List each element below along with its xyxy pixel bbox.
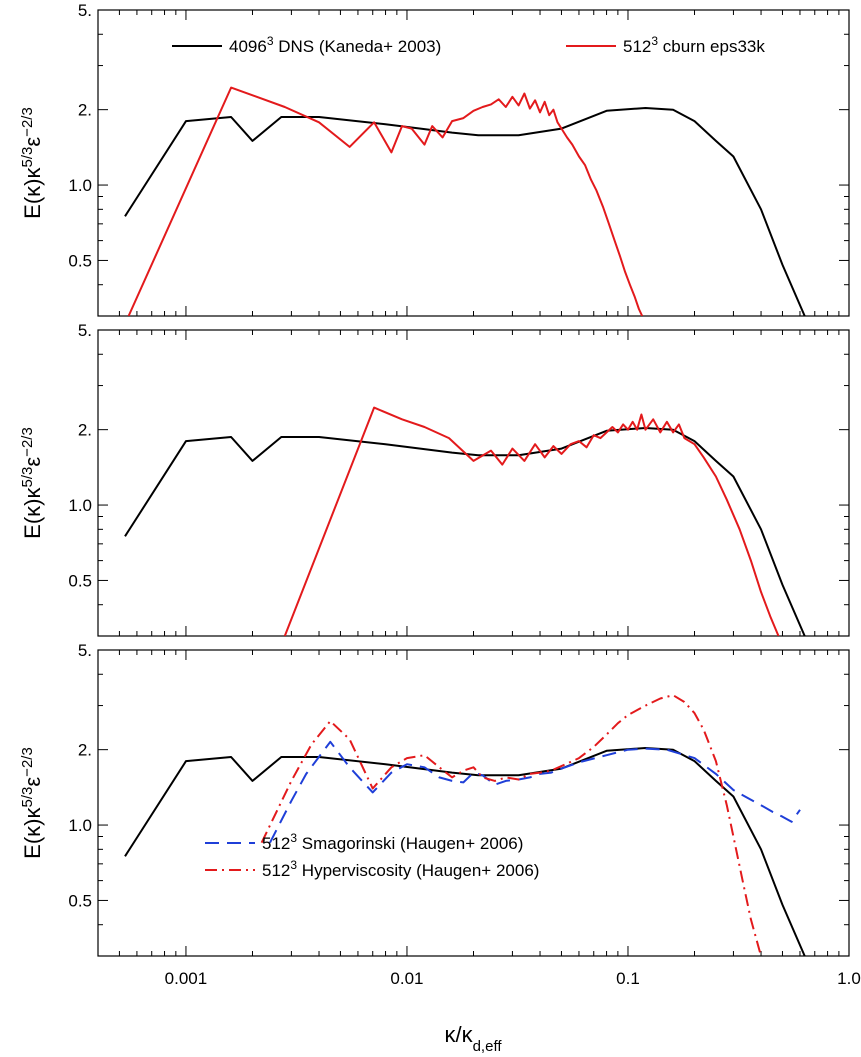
y-tick-label: 1.0 bbox=[68, 176, 92, 195]
y-axis-label: E(κ)κ5/3ε−2/3 bbox=[19, 427, 46, 539]
legend-label-smag: 5123 Smagorinski (Haugen+ 2006) bbox=[262, 831, 523, 853]
y-tick-label: 1.0 bbox=[68, 816, 92, 835]
series-line-dns bbox=[124, 107, 806, 316]
y-tick-label: 5. bbox=[78, 321, 92, 340]
x-tick-label: 0.001 bbox=[165, 969, 208, 988]
series-group bbox=[124, 694, 806, 956]
y-tick-label: 2. bbox=[78, 741, 92, 760]
legend: 40963 DNS (Kaneda+ 2003) 5123 cburn eps33… bbox=[172, 34, 765, 56]
y-tick-label: 0.5 bbox=[68, 251, 92, 270]
y-tick-label: 0.5 bbox=[68, 891, 92, 910]
series-line-cburn bbox=[127, 86, 644, 316]
panel-1: 0.5 1.0 2. 5. E(κ)κ5/3ε−2/3 40963 DNS (Kaneda… bbox=[19, 1, 850, 317]
x-tick-label: 0.1 bbox=[616, 969, 640, 988]
series-line-smag bbox=[269, 740, 801, 844]
y-axis-label: E(κ)κ5/3ε−2/3 bbox=[19, 747, 46, 859]
panel-3: 0.5 1.0 2. 5. E(κ)κ5/3ε−2/3 5123 Smagorinski … bbox=[19, 641, 861, 988]
y-tick-label: 2. bbox=[78, 101, 92, 120]
x-tick-label: 1.0 bbox=[837, 969, 861, 988]
legend-label-dns: 40963 DNS (Kaneda+ 2003) bbox=[229, 34, 441, 56]
y-tick-label: 0.5 bbox=[68, 571, 92, 590]
series-group bbox=[124, 86, 806, 316]
series-line-hyper bbox=[260, 694, 762, 956]
series-line-dns bbox=[124, 427, 806, 636]
panels: 0.5 1.0 2. 5. E(κ)κ5/3ε−2/3 40963 DNS (Kaneda… bbox=[19, 1, 861, 988]
panel-2: 0.5 1.0 2. 5. E(κ)κ5/3ε−2/3 bbox=[19, 321, 850, 637]
x-axis-label: κ/κd,eff bbox=[444, 1022, 502, 1055]
legend-label-hyper: 5123 Hyperviscosity (Haugen+ 2006) bbox=[262, 858, 539, 880]
legend-label-cburn: 5123 cburn eps33k bbox=[623, 34, 765, 56]
y-tick-label: 1.0 bbox=[68, 496, 92, 515]
y-tick-label: 2. bbox=[78, 421, 92, 440]
series-line-cburn bbox=[283, 406, 780, 636]
x-axis-label-text: κ/κd,eff bbox=[444, 1022, 502, 1055]
series-group bbox=[124, 406, 806, 636]
x-tick-label: 0.01 bbox=[390, 969, 423, 988]
legend: 5123 Smagorinski (Haugen+ 2006) 5123 Hype… bbox=[205, 831, 539, 880]
y-tick-label: 5. bbox=[78, 1, 92, 20]
y-tick-label: 5. bbox=[78, 641, 92, 660]
y-axis-label: E(κ)κ5/3ε−2/3 bbox=[19, 107, 46, 219]
